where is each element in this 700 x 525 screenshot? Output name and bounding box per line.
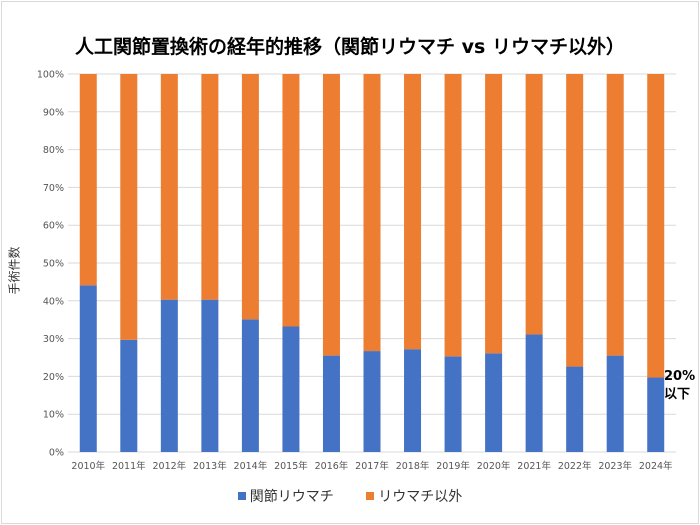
bar-segment xyxy=(404,74,422,350)
bar-segment xyxy=(404,349,422,452)
x-tick-label: 2016年 xyxy=(315,460,349,472)
bar-segment xyxy=(363,351,381,452)
bar-segment xyxy=(444,356,462,452)
y-tick-label: 90% xyxy=(43,107,64,118)
y-tick-label: 50% xyxy=(43,259,64,270)
x-tick-label: 2017年 xyxy=(355,460,389,472)
y-tick-label: 30% xyxy=(43,334,64,345)
bar-segment xyxy=(120,74,138,340)
bar-segment xyxy=(647,74,665,378)
x-tick-label: 2023年 xyxy=(598,460,632,472)
bar-segment xyxy=(647,377,665,452)
bar-segment xyxy=(322,355,340,452)
bar-segment xyxy=(120,339,138,452)
bar-segment xyxy=(241,74,259,320)
legend-item-non-ra: リウマチ以外 xyxy=(366,486,462,506)
y-tick-label: 80% xyxy=(43,145,64,156)
bar-segment xyxy=(322,74,340,356)
x-tick-label: 2024年 xyxy=(639,460,673,472)
x-tick-label: 2011年 xyxy=(112,460,146,472)
legend-item-ra: 関節リウマチ xyxy=(237,486,334,506)
x-tick-label: 2022年 xyxy=(558,460,592,472)
bar-segment xyxy=(201,74,219,300)
annotation-line2: 以下 xyxy=(664,387,691,402)
bar-segment xyxy=(201,299,219,452)
bar-segment xyxy=(485,353,503,452)
bar-segment xyxy=(282,326,300,452)
bar-segment xyxy=(566,74,584,367)
bar-segment xyxy=(444,74,462,357)
legend-label: リウマチ以外 xyxy=(378,489,463,505)
bar-segment xyxy=(79,74,97,286)
y-tick-label: 70% xyxy=(43,183,64,194)
y-tick-label: 60% xyxy=(43,221,64,232)
x-tick-label: 2020年 xyxy=(477,460,511,472)
x-tick-label: 2019年 xyxy=(436,460,470,472)
legend: 関節リウマチ リウマチ以外 xyxy=(0,486,700,506)
x-tick-label: 2015年 xyxy=(274,460,308,472)
bar-segment xyxy=(525,334,543,452)
x-tick-label: 2013年 xyxy=(193,460,227,472)
bar-segment xyxy=(160,299,178,452)
bar-segment xyxy=(485,74,503,354)
bar-segment xyxy=(566,366,584,452)
legend-swatch xyxy=(237,492,246,500)
y-tick-label: 0% xyxy=(49,448,64,459)
x-tick-label: 2012年 xyxy=(152,460,186,472)
y-tick-label: 40% xyxy=(43,296,64,307)
bar-segment xyxy=(363,74,381,352)
bar-segment xyxy=(606,355,624,452)
bar-segment xyxy=(160,74,178,300)
bar-segment xyxy=(241,319,259,452)
x-tick-label: 2021年 xyxy=(517,460,551,472)
legend-swatch xyxy=(366,492,375,500)
y-tick-label: 100% xyxy=(37,70,64,81)
bar-segment xyxy=(525,74,543,335)
x-tick-label: 2010年 xyxy=(71,460,105,472)
x-tick-label: 2018年 xyxy=(396,460,430,472)
y-tick-label: 10% xyxy=(43,410,64,421)
annotation: 20% 以下 xyxy=(664,368,695,404)
annotation-line1: 20% xyxy=(664,369,696,384)
chart-title: 人工関節置換術の経年的推移（関節リウマチ vs リウマチ以外） xyxy=(75,36,625,58)
bar-segment xyxy=(282,74,300,327)
legend-label: 関節リウマチ xyxy=(249,489,334,505)
bar-segment xyxy=(79,285,97,452)
y-tick-label: 20% xyxy=(43,372,64,383)
x-tick-label: 2014年 xyxy=(234,460,268,472)
bar-segment xyxy=(606,74,624,356)
